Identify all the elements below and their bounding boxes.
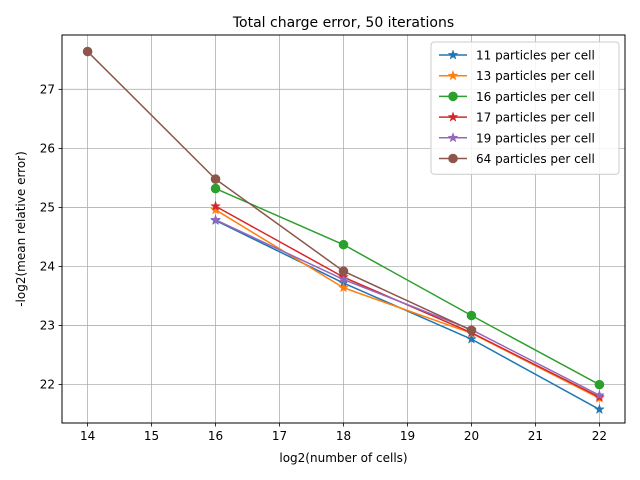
legend-label: 19 particles per cell [476, 131, 595, 145]
x-tick-label: 14 [80, 429, 95, 443]
y-tick-label: 23 [40, 319, 55, 333]
data-point [594, 379, 605, 390]
y-axis: 22 23 24 25 26 27 [40, 82, 62, 392]
data-point [338, 282, 349, 293]
legend-box [430, 41, 620, 175]
legend-marker [447, 49, 459, 60]
legend-marker [448, 153, 458, 164]
y-tick-label: 26 [40, 141, 55, 155]
x-tick-label: 20 [464, 429, 479, 443]
series-line [215, 187, 600, 386]
legend-label: 64 particles per cell [476, 152, 595, 166]
series-layer [82, 46, 605, 415]
legend-entry: 13 particles per cell [439, 69, 595, 83]
legend-entry: 17 particles per cell [439, 111, 595, 125]
y-tick-label: 27 [40, 82, 55, 96]
data-point [593, 389, 605, 400]
series-line [215, 209, 600, 399]
legend-marker [447, 111, 459, 122]
series-3 [210, 183, 605, 390]
data-point [338, 273, 349, 285]
series-6 [82, 46, 477, 336]
legend-marker [448, 91, 458, 102]
legend-entry: 19 particles per cell [439, 131, 595, 145]
legend-entry: 64 particles per cell [439, 152, 595, 166]
y-tick-label: 25 [40, 200, 55, 214]
x-tick-label: 18 [336, 429, 351, 443]
x-tick-label: 22 [592, 429, 607, 443]
data-point [210, 200, 222, 211]
y-tick-label: 24 [40, 260, 55, 274]
y-axis-label: -log2(mean relative error) [14, 151, 28, 307]
x-tick-label: 19 [400, 429, 415, 443]
legend-label: 17 particles per cell [476, 111, 595, 125]
legend-marker [447, 69, 459, 81]
legend: 11 particles per cell 13 particles per ce… [430, 41, 620, 175]
data-point [593, 403, 605, 415]
data-point [465, 333, 477, 344]
x-axis: 14 15 16 17 18 19 20 21 22 [80, 423, 607, 443]
legend-marker [447, 132, 459, 143]
x-tick-label: 16 [208, 429, 223, 443]
legend-label: 13 particles per cell [476, 69, 595, 83]
data-point [210, 183, 221, 194]
data-point [466, 325, 477, 336]
data-point [82, 46, 93, 57]
data-point [210, 174, 221, 184]
x-tick-label: 17 [272, 429, 287, 443]
legend-label: 16 particles per cell [476, 90, 595, 104]
data-point [338, 239, 349, 250]
x-tick-label: 21 [528, 429, 543, 443]
data-point [466, 310, 477, 321]
legend-label: 11 particles per cell [476, 49, 595, 63]
data-point [338, 266, 349, 277]
legend-entry: 11 particles per cell [439, 49, 595, 63]
chart-title: Total charge error, 50 iterations [232, 15, 454, 31]
series-line [215, 219, 600, 396]
x-tick-label: 15 [144, 429, 159, 443]
legend-entry: 16 particles per cell [439, 90, 595, 104]
x-axis-label: log2(number of cells) [279, 451, 407, 465]
data-point [210, 214, 222, 225]
series-line [87, 51, 472, 331]
y-tick-label: 22 [40, 378, 55, 392]
